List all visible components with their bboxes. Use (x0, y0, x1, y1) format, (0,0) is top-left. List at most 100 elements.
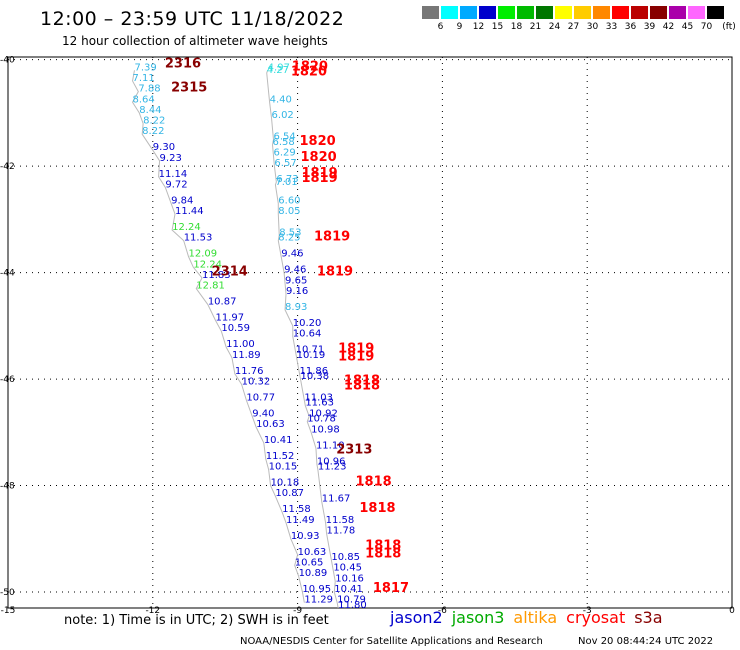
lat-tick-label: -50 (0, 588, 15, 598)
legend-label: 36 (624, 22, 637, 32)
page-subtitle: 12 hour collection of altimeter wave hei… (62, 34, 328, 48)
pass-time-label: 1819 (338, 341, 374, 356)
swh-value: 11.03 (304, 392, 333, 403)
swh-value: 11.10 (316, 440, 345, 451)
pass-time-label: 1818 (344, 373, 380, 388)
swh-value: 11.58 (326, 515, 355, 526)
swh-value: 12.81 (196, 281, 225, 292)
swh-value: 8.64 (133, 94, 155, 105)
swh-value: 8.53 (279, 227, 301, 238)
swh-value: 10.93 (291, 531, 320, 542)
legend-swatch (517, 6, 534, 19)
swh-value: 11.80 (338, 600, 367, 611)
satellite-s3a: s3a (634, 608, 663, 627)
axis-ticks: -40 -42 -44 -46 -48 -50 -15 -12 -9 -6 -3 0 (0, 56, 735, 616)
swh-value: 10.41 (264, 435, 293, 446)
swh-value: 11.23 (318, 462, 347, 473)
pass-time-label: 1818 (344, 379, 380, 394)
swh-value: 12.09 (189, 249, 218, 260)
legend-swatch (707, 6, 724, 19)
swh-value: 10.41 (334, 584, 363, 595)
swh-value: 10.18 (271, 478, 300, 489)
swh-value: 10.32 (242, 376, 271, 387)
legend-swatch (631, 6, 648, 19)
swh-value: 7.88 (138, 84, 160, 95)
swh-value: 10.20 (293, 318, 322, 329)
legend-swatch (460, 6, 477, 19)
satellite-cryosat: cryosat (566, 608, 626, 627)
satellite-tracks (131, 70, 339, 609)
lat-tick-label: -46 (0, 375, 15, 385)
pass-time-label: 1819 (314, 230, 350, 245)
swh-value: 9.84 (171, 195, 193, 206)
swh-value: 11.97 (216, 313, 245, 324)
legend-label: 18 (510, 22, 523, 32)
swh-value: 11.00 (226, 339, 255, 350)
legend-swatch (555, 6, 572, 19)
swh-value: 10.16 (335, 573, 364, 584)
swh-value: 11.14 (159, 169, 188, 180)
swh-value: 11.67 (322, 494, 351, 505)
swh-value: 9.46 (284, 265, 306, 276)
swh-value: 10.96 (317, 456, 346, 467)
swh-value: 10.19 (297, 350, 326, 361)
legend-label: 21 (529, 22, 542, 32)
swh-value: 6.29 (273, 147, 295, 158)
satellite-legend: jason2 jason3 altika cryosat s3a (390, 608, 672, 627)
legend-swatch (669, 6, 686, 19)
swh-value: 11.44 (175, 206, 204, 217)
swh-value: 8.25 (278, 233, 300, 244)
swh-value: 4.27 (267, 65, 289, 76)
footer-note: note: 1) Time is in UTC; 2) SWH is in fe… (64, 613, 329, 628)
legend-swatch (422, 6, 439, 19)
lat-tick-label: -42 (0, 162, 15, 172)
credit-line: NOAA/NESDIS Center for Satellite Applica… (240, 636, 543, 647)
legend-swatch (441, 6, 458, 19)
swh-labels: 7.397.117.888.648.448.228.229.309.2311.1… (133, 57, 410, 611)
swh-value: 7.11 (133, 73, 155, 84)
lat-tick-label: -48 (0, 482, 15, 492)
ground-track (131, 70, 305, 603)
swh-value: 8.93 (285, 302, 307, 313)
legend-label: 12 (472, 22, 485, 32)
legend-label: 70 (700, 22, 713, 32)
legend-label: 6 (437, 22, 444, 32)
swh-value: 9.65 (285, 275, 307, 286)
swh-value: 7.01 (275, 177, 297, 188)
swh-value: 10.65 (295, 557, 324, 568)
pass-time-label: 1820 (292, 59, 328, 74)
swh-value: 12.24 (172, 222, 201, 233)
legend-unit: (ft) (722, 22, 736, 32)
swh-value: 4.97 (268, 62, 290, 73)
lon-tick-label: -15 (1, 606, 16, 616)
swh-value: 8.44 (139, 105, 161, 116)
pass-time-label: 2313 (336, 443, 372, 458)
pass-time-label: 1817 (373, 581, 409, 596)
generated-timestamp: Nov 20 08:44:24 UTC 2022 (578, 636, 714, 647)
swh-value: 6.58 (273, 137, 295, 148)
swh-value: 10.95 (302, 584, 331, 595)
swh-value: 10.87 (275, 488, 304, 499)
pass-time-label: 2314 (212, 264, 248, 279)
swh-value: 6.73 (276, 174, 298, 185)
legend-swatch (650, 6, 667, 19)
satellite-jason3: jason3 (451, 608, 505, 627)
swh-value: 4.40 (270, 94, 292, 105)
pass-time-label: 1820 (300, 150, 336, 165)
swh-value: 10.85 (331, 552, 360, 563)
legend-label: 42 (662, 22, 675, 32)
legend-label: 39 (643, 22, 656, 32)
swh-value: 9.46 (281, 249, 303, 260)
legend-swatch (612, 6, 629, 19)
swh-value: 11.63 (305, 398, 334, 409)
swh-value: 11.86 (300, 366, 329, 377)
lat-tick-label: -44 (0, 269, 15, 279)
ground-track (266, 70, 339, 609)
swh-value: 10.59 (221, 323, 250, 334)
swh-value: 9.40 (252, 408, 274, 419)
legend-label: 9 (456, 22, 463, 32)
swh-value: 9.72 (165, 179, 187, 190)
map-frame (7, 56, 733, 609)
lon-tick-label: -12 (145, 606, 160, 616)
